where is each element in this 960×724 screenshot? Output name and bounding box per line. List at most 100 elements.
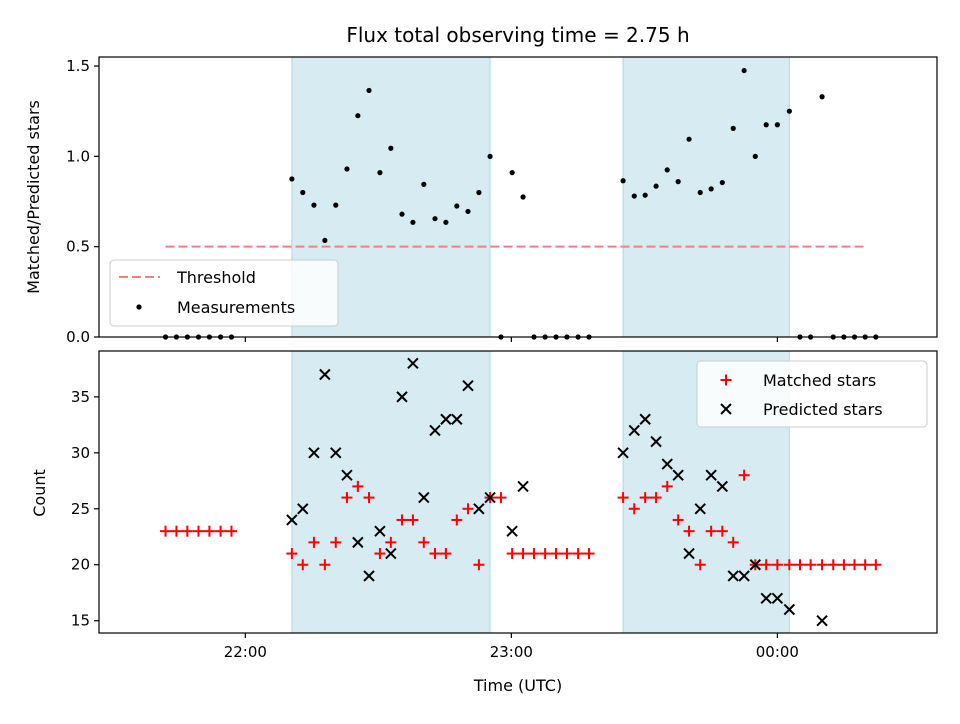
predicted-stars-point — [683, 547, 695, 560]
matched-stars-point — [771, 559, 783, 571]
predicted-stars-point — [286, 514, 298, 526]
predicted-stars-point — [473, 503, 485, 515]
predicted-stars-point — [783, 603, 796, 616]
matched-stars-point — [473, 559, 485, 571]
matched-stars-point — [215, 525, 227, 537]
predicted-stars-point — [517, 480, 529, 493]
matched-stars-point — [363, 492, 375, 504]
matched-stars-point — [783, 559, 795, 571]
top-ytick-label: 1.0 — [66, 147, 90, 165]
measurements-point — [432, 216, 438, 222]
legend-measurements-label: Measurements — [177, 298, 295, 317]
matched-stars-point — [705, 525, 717, 537]
predicted-stars-point — [760, 592, 772, 605]
legend-matched-swatch — [720, 374, 732, 386]
bottom-shaded-region — [291, 351, 491, 633]
measurements-point — [664, 167, 670, 173]
matched-stars-point — [203, 525, 215, 537]
matched-stars-point — [572, 548, 584, 560]
measurements-point — [476, 189, 482, 196]
measurements-point — [377, 170, 383, 176]
matched-stars-point — [727, 536, 739, 548]
measurements-point — [675, 179, 681, 185]
predicted-stars-point — [352, 536, 364, 549]
matched-stars-point — [859, 559, 871, 571]
measurements-point — [289, 176, 295, 182]
predicted-stars-point — [727, 570, 739, 582]
matched-stars-point — [794, 559, 806, 571]
bottom-ytick-label: 35 — [71, 388, 90, 406]
matched-stars-point — [870, 559, 882, 571]
bottom-legend-box — [696, 360, 928, 428]
matched-stars-point — [672, 514, 684, 526]
measurements-point — [741, 67, 747, 74]
matched-stars-point — [308, 536, 320, 548]
predicted-stars-point — [771, 592, 784, 605]
bottom-ytick-label: 20 — [71, 556, 90, 574]
predicted-stars-point — [816, 614, 828, 627]
matched-stars-point — [816, 559, 828, 571]
matched-stars-point — [192, 525, 204, 537]
measurements-point — [752, 153, 758, 159]
matched-stars-point — [738, 469, 750, 481]
predicted-stars-point — [506, 525, 518, 537]
predicted-stars-point — [639, 413, 651, 425]
matched-stars-point — [385, 536, 397, 548]
matched-stars-point — [225, 525, 237, 537]
top-ytick-label: 0.5 — [66, 238, 90, 256]
measurements-point — [631, 193, 637, 199]
matched-stars-point — [661, 480, 673, 492]
top-legend-box — [109, 259, 339, 327]
measurements-point — [642, 192, 648, 198]
xtick-label: 23:00 — [490, 643, 533, 661]
predicted-stars-point — [650, 435, 662, 448]
measurements-point — [410, 219, 416, 225]
predicted-stars-point — [738, 570, 750, 582]
matched-stars-point — [650, 492, 662, 504]
matched-stars-point — [418, 536, 430, 548]
measurements-point — [443, 219, 449, 225]
chart-title: Flux total observing time = 2.75 h — [346, 23, 689, 47]
predicted-stars-point — [385, 547, 397, 560]
top-ylabel: Matched/Predicted stars — [24, 100, 43, 294]
matched-stars-point — [561, 548, 573, 560]
matched-stars-point — [374, 548, 386, 560]
predicted-stars-point — [440, 413, 452, 425]
matched-stars-point — [628, 503, 640, 515]
legend-predicted-label: Predicted stars — [763, 400, 883, 419]
measurements-point — [686, 136, 692, 142]
predicted-stars-point — [319, 368, 331, 381]
matched-stars-point — [694, 559, 706, 571]
measurements-point — [344, 166, 350, 172]
matched-stars-point — [181, 525, 193, 537]
measurements-point — [465, 208, 471, 215]
predicted-stars-point — [672, 469, 684, 481]
top-ytick-label: 0.0 — [66, 328, 90, 346]
measurements-point — [653, 183, 659, 189]
legend-matched-label: Matched stars — [763, 371, 876, 390]
measurements-point — [366, 87, 372, 94]
bottom-ylabel: Count — [30, 469, 49, 517]
matched-stars-point — [396, 514, 408, 526]
matched-stars-point — [451, 514, 463, 526]
predicted-stars-point — [462, 379, 474, 392]
measurements-point — [355, 113, 361, 119]
measurements-point — [763, 122, 769, 128]
predicted-stars-point — [749, 559, 762, 571]
legend-threshold-label: Threshold — [176, 268, 256, 287]
measurements-point — [730, 125, 736, 131]
bottom-xlabel: Time (UTC) — [473, 676, 562, 695]
measurements-point — [300, 189, 306, 196]
predicted-stars-point — [418, 491, 430, 504]
predicted-stars-point — [374, 525, 386, 537]
matched-stars-point — [683, 525, 695, 537]
bottom-ytick-label: 15 — [71, 612, 90, 630]
predicted-stars-point — [716, 480, 729, 493]
top-ytick-label: 1.5 — [66, 57, 90, 75]
top-shaded-region — [623, 57, 790, 337]
matched-stars-point — [330, 536, 342, 548]
matched-stars-point — [440, 548, 452, 560]
matched-stars-point — [760, 559, 772, 571]
matched-stars-point — [506, 548, 518, 560]
